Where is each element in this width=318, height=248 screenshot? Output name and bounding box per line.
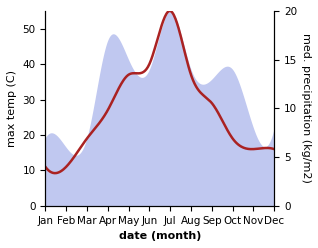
Y-axis label: med. precipitation (kg/m2): med. precipitation (kg/m2) (301, 33, 311, 183)
Y-axis label: max temp (C): max temp (C) (7, 70, 17, 147)
X-axis label: date (month): date (month) (119, 231, 201, 241)
